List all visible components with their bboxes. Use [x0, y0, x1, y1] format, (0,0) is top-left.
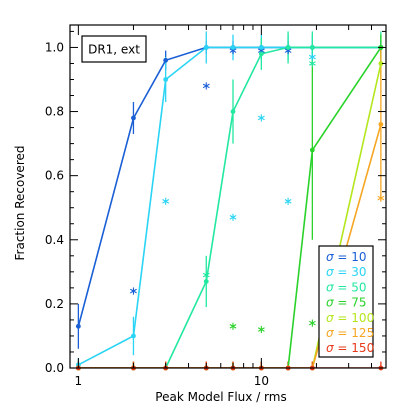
data-point-50: [309, 45, 315, 50]
legend-sigma: σ: [326, 311, 334, 325]
y-tick-label: 0.4: [45, 233, 64, 247]
asterisk-stroke: [162, 199, 170, 204]
asterisk-stroke: [229, 324, 237, 329]
data-point-10: [131, 115, 136, 121]
asterisk-marker-30: [229, 213, 237, 221]
legend-sigma: σ: [326, 250, 334, 264]
asterisk-stroke: [257, 48, 265, 53]
asterisk-stroke: [308, 61, 316, 66]
asterisk-stroke: [377, 195, 385, 201]
asterisk-marker-30: [308, 53, 316, 61]
asterisk-stroke: [130, 288, 137, 294]
asterisk-stroke: [257, 327, 265, 332]
legend-value: = 75: [334, 296, 367, 310]
asterisk-stroke: [308, 54, 316, 60]
asterisk-stroke: [202, 83, 210, 89]
legend-value: = 150: [334, 341, 375, 355]
y-tick-label: 0.8: [45, 105, 64, 119]
asterisk-stroke: [284, 48, 292, 53]
data-point-30: [163, 77, 169, 82]
legend-entry-10: σ = 10: [326, 250, 367, 264]
y-tick-label: 0.0: [45, 361, 64, 375]
asterisk-marker-75: [308, 319, 316, 327]
data-point-125: [378, 121, 384, 127]
legend-sigma: σ: [326, 265, 334, 279]
asterisk-stroke: [229, 215, 237, 220]
asterisk-marker-125: [377, 194, 385, 202]
annotation-label: DR1, ext: [88, 43, 140, 57]
legend-value: = 10: [334, 250, 367, 264]
asterisk-stroke: [308, 320, 316, 326]
data-point-10: [75, 323, 81, 329]
asterisk-marker-75: [229, 322, 237, 330]
asterisk-stroke: [284, 199, 292, 204]
data-point-30: [131, 333, 136, 339]
annotation-frame: [81, 35, 147, 63]
legend-entry-150: σ = 150: [326, 341, 374, 355]
asterisk-marker-50: [308, 59, 316, 68]
legend-frame: [318, 245, 374, 358]
y-tick-label: 1.0: [45, 40, 64, 54]
series-line-75: [78, 46, 382, 368]
asterisk-marker-10: [202, 82, 210, 90]
data-point-30: [230, 45, 236, 50]
asterisk-marker-30: [257, 114, 265, 122]
asterisk-stroke: [202, 272, 210, 278]
legend-sigma: σ: [326, 326, 334, 340]
legend-entry-30: σ = 30: [326, 265, 367, 279]
asterisk-stroke: [229, 48, 237, 53]
data-point-50: [230, 109, 236, 114]
y-tick-label: 0.2: [45, 297, 64, 311]
data-point-50: [258, 51, 264, 57]
legend-entry-100: σ = 100: [326, 311, 374, 325]
legend-entry-50: σ = 50: [326, 280, 367, 294]
legend-sigma: σ: [326, 341, 334, 355]
data-point-30: [258, 45, 264, 50]
legend-entry-125: σ = 125: [326, 326, 374, 340]
legend-entry-75: σ = 75: [326, 296, 367, 310]
legend-value: = 50: [334, 280, 367, 294]
legend-value: = 100: [334, 311, 375, 325]
legend-value: = 30: [334, 265, 367, 279]
asterisk-marker-30: [284, 197, 292, 205]
data-point-50: [203, 279, 209, 284]
asterisk-stroke: [257, 115, 265, 121]
legend-sigma: σ: [326, 296, 334, 310]
asterisk-marker-50: [202, 271, 210, 279]
legend-sigma: σ: [326, 280, 334, 294]
asterisk-marker-10: [130, 287, 137, 295]
annotation-box: DR1, ext: [81, 35, 147, 63]
x-axis-title: Peak Model Flux / rms: [155, 390, 286, 404]
asterisk-marker-75: [257, 325, 265, 334]
y-axis-title: Fraction Recovered: [13, 146, 27, 261]
data-point-100: [378, 61, 384, 66]
y-tick-label: 0.6: [45, 169, 64, 183]
legend-value: = 125: [334, 326, 375, 340]
asterisk-marker-30: [162, 197, 170, 205]
plot-frame: [69, 24, 387, 369]
x-tick-label: 1: [75, 374, 83, 388]
data-point-30: [203, 45, 209, 50]
axis-ticks: 0.0 0.2 0.4 0.6 0.8 1.0 1 10: [45, 25, 386, 388]
data-point-50: [285, 45, 291, 50]
x-tick-label: 10: [254, 374, 269, 388]
data-point-75: [309, 147, 315, 153]
data-point-10: [163, 57, 169, 63]
